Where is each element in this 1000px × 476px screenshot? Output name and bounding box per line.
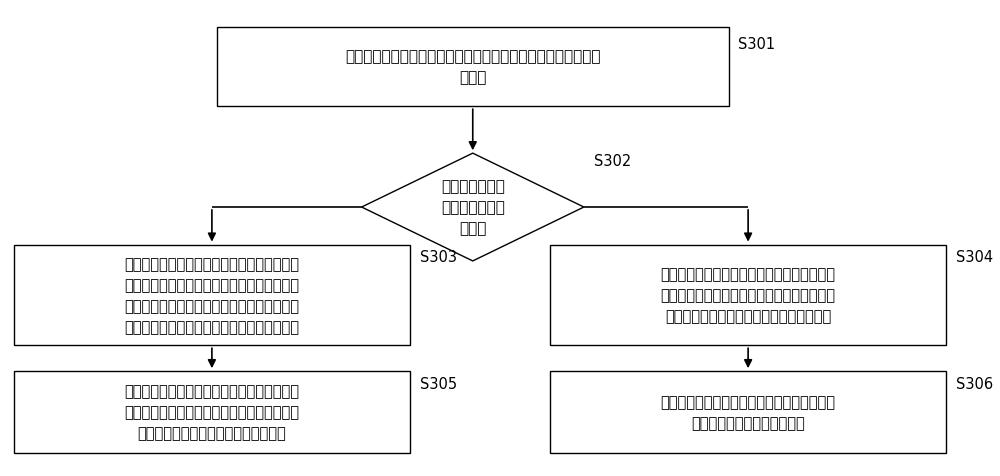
Text: S302: S302: [594, 154, 631, 169]
FancyBboxPatch shape: [550, 245, 946, 346]
FancyBboxPatch shape: [14, 371, 410, 453]
Polygon shape: [362, 154, 584, 261]
Text: 在交互界面上向挥部用户显示出最新的广播资
源占用情况，并提示调度失败: 在交互界面上向挥部用户显示出最新的广播资 源占用情况，并提示调度失败: [661, 394, 836, 430]
FancyBboxPatch shape: [14, 245, 410, 346]
Text: S305: S305: [420, 376, 457, 391]
Text: 通知短波邮件网关广播调度失败，并将最新的
广播资源占用情况发送给短波邮件网关，并将
广播资源加锁保护，供指挥部用户选择使用: 通知短波邮件网关广播调度失败，并将最新的 广播资源占用情况发送给短波邮件网关，并…: [661, 267, 836, 324]
Text: S304: S304: [956, 250, 993, 265]
Text: 短波邮件网关记录本次广播占用时间段情况和
调整过的时间段情况，在交互界面上向挥部用
户显示出当前广播区域的广播调度成功: 短波邮件网关记录本次广播占用时间段情况和 调整过的时间段情况，在交互界面上向挥部…: [124, 384, 299, 441]
FancyBboxPatch shape: [217, 28, 729, 107]
Text: 短波邮件网关分别将每个广播区域的调整信息发送给区域综合管
理平台: 短波邮件网关分别将每个广播区域的调整信息发送给区域综合管 理平台: [345, 50, 601, 85]
Text: S301: S301: [738, 37, 776, 52]
Text: S303: S303: [420, 250, 457, 265]
Text: 调整信息与广播
资源占用情况是
否冲突: 调整信息与广播 资源占用情况是 否冲突: [441, 179, 505, 236]
FancyBboxPatch shape: [550, 371, 946, 453]
Text: S306: S306: [956, 376, 993, 391]
Text: 给本次广播添加的每个时间段分配一个时间段
标识，更新区域综合管理平台的广播资源占用
情况，给短波邮件网关返回广播区域号、本次
广播占用的时间段和广播区域对应的节: 给本次广播添加的每个时间段分配一个时间段 标识，更新区域综合管理平台的广播资源占…: [124, 257, 299, 334]
